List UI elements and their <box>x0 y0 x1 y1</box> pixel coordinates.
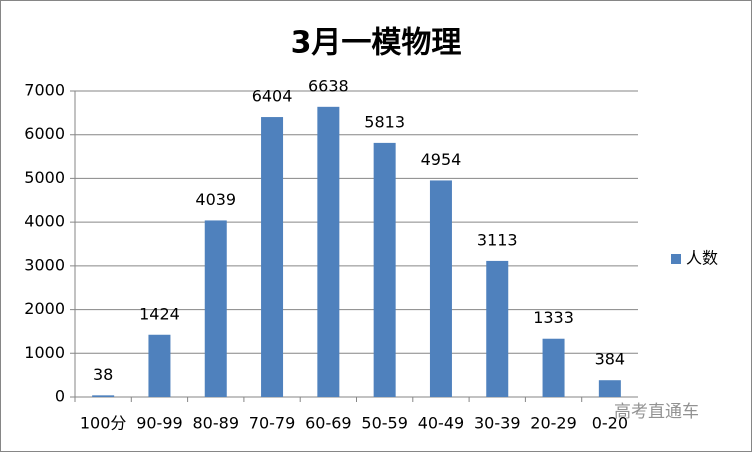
bar <box>373 142 396 397</box>
legend-swatch <box>671 254 681 264</box>
data-label: 4039 <box>195 190 236 209</box>
chart-title: 3月一模物理 <box>291 26 462 61</box>
data-label: 6638 <box>308 76 349 95</box>
x-tick-label: 70-79 <box>249 414 296 433</box>
data-label: 4954 <box>421 150 462 169</box>
bar <box>204 220 227 397</box>
bar <box>429 180 452 397</box>
y-tick-label: 5000 <box>24 168 65 187</box>
bar <box>261 117 284 397</box>
y-tick-label: 2000 <box>24 299 65 318</box>
bar <box>317 106 340 397</box>
y-tick-label: 7000 <box>24 81 65 100</box>
bar <box>542 338 565 397</box>
watermark: 高考直通车 <box>614 402 699 422</box>
data-label: 3113 <box>477 230 518 249</box>
x-tick-label: 50-59 <box>361 414 408 433</box>
bar <box>486 260 509 397</box>
bar <box>598 380 621 397</box>
data-label: 1333 <box>533 308 574 327</box>
x-tick-label: 90-99 <box>136 414 183 433</box>
y-tick-label: 1000 <box>24 343 65 362</box>
y-tick-label: 6000 <box>24 124 65 143</box>
y-tick-label: 3000 <box>24 255 65 274</box>
data-label: 38 <box>93 365 113 384</box>
x-tick-label: 30-39 <box>474 414 521 433</box>
x-tick-label: 60-69 <box>305 414 352 433</box>
x-tick-label: 40-49 <box>418 414 465 433</box>
x-tick-label: 0-20 <box>592 414 628 433</box>
bar <box>148 334 171 397</box>
y-tick-label: 4000 <box>24 212 65 231</box>
data-label: 5813 <box>364 112 405 131</box>
data-label: 384 <box>595 350 626 369</box>
data-label: 6404 <box>252 87 293 106</box>
x-tick-label: 80-89 <box>193 414 240 433</box>
x-tick-label: 100分 <box>80 414 127 433</box>
y-tick-label: 0 <box>55 387 65 406</box>
bar <box>92 395 115 397</box>
x-tick-label: 20-29 <box>530 414 577 433</box>
legend-label: 人数 <box>686 249 718 268</box>
data-label: 1424 <box>139 304 180 323</box>
